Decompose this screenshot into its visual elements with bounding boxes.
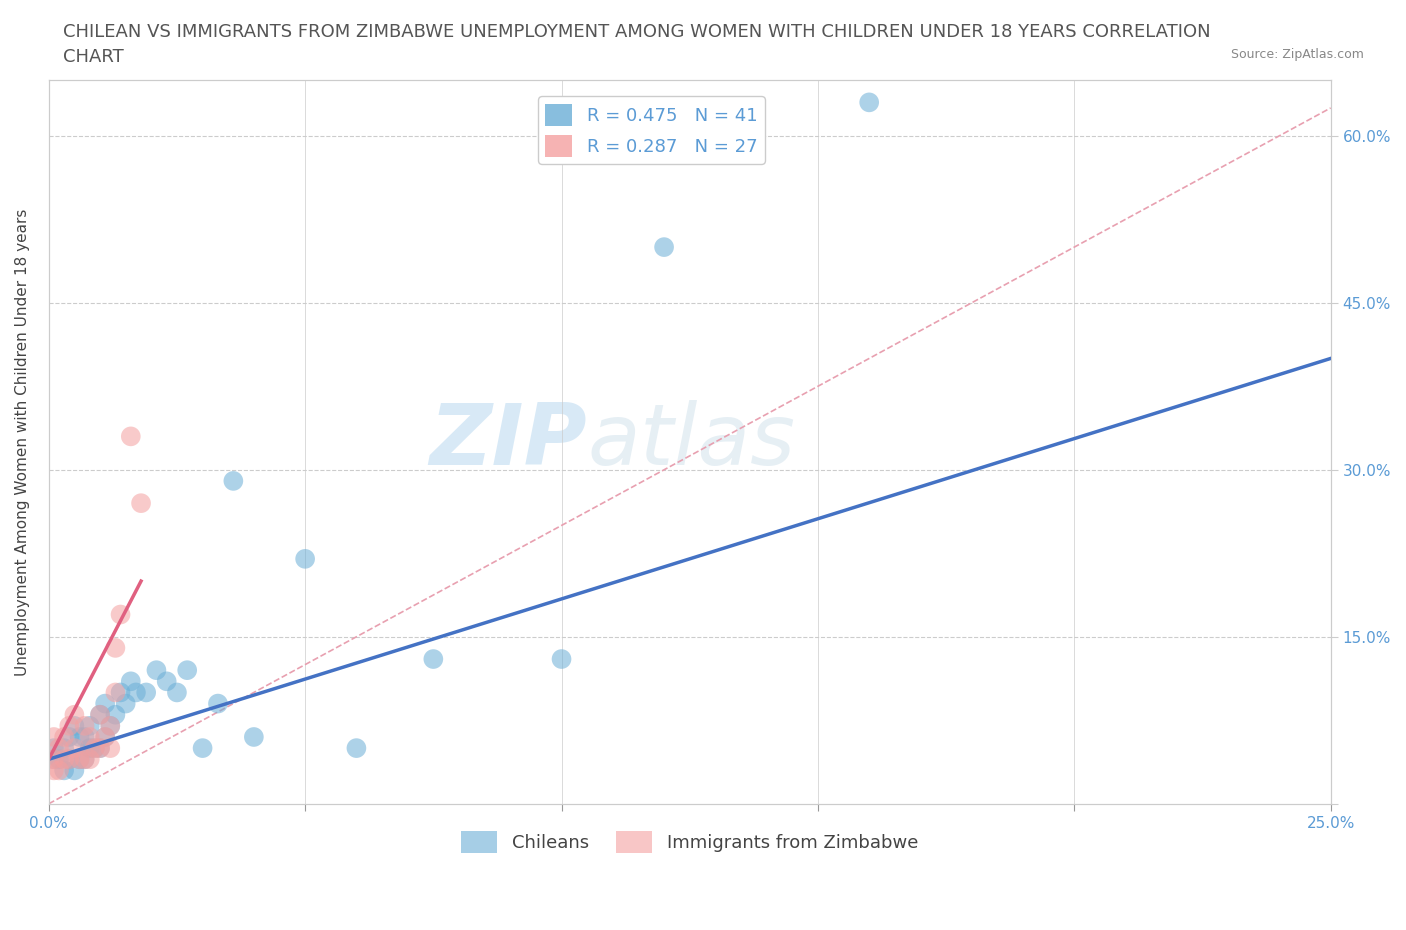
Point — [104, 685, 127, 700]
Point — [58, 751, 80, 766]
Text: CHILEAN VS IMMIGRANTS FROM ZIMBABWE UNEMPLOYMENT AMONG WOMEN WITH CHILDREN UNDER: CHILEAN VS IMMIGRANTS FROM ZIMBABWE UNEM… — [63, 23, 1211, 41]
Point — [222, 473, 245, 488]
Point — [135, 685, 157, 700]
Point — [129, 496, 152, 511]
Point — [79, 718, 101, 733]
Point — [58, 751, 80, 766]
Point — [156, 674, 179, 689]
Point — [94, 729, 117, 744]
Point — [69, 751, 91, 766]
Point — [120, 674, 142, 689]
Point — [110, 685, 132, 700]
Point — [125, 685, 148, 700]
Point — [114, 697, 136, 711]
Point — [42, 763, 65, 777]
Point — [53, 763, 76, 777]
Point — [294, 551, 316, 566]
Point — [89, 740, 111, 755]
Point — [58, 729, 80, 744]
Point — [110, 607, 132, 622]
Point — [79, 751, 101, 766]
Point — [83, 740, 105, 755]
Point — [63, 718, 86, 733]
Point — [79, 740, 101, 755]
Text: ZIP: ZIP — [430, 401, 588, 484]
Point — [73, 751, 96, 766]
Point — [344, 740, 367, 755]
Point — [58, 718, 80, 733]
Point — [145, 663, 167, 678]
Point — [42, 729, 65, 744]
Point — [83, 740, 105, 755]
Point — [48, 763, 70, 777]
Point — [73, 751, 96, 766]
Point — [104, 641, 127, 656]
Point — [120, 429, 142, 444]
Y-axis label: Unemployment Among Women with Children Under 18 years: Unemployment Among Women with Children U… — [15, 208, 30, 675]
Text: Source: ZipAtlas.com: Source: ZipAtlas.com — [1230, 48, 1364, 61]
Point — [69, 729, 91, 744]
Point — [98, 718, 121, 733]
Point — [104, 708, 127, 723]
Point — [550, 652, 572, 667]
Point — [48, 740, 70, 755]
Legend: Chileans, Immigrants from Zimbabwe: Chileans, Immigrants from Zimbabwe — [454, 823, 925, 860]
Point — [63, 708, 86, 723]
Point — [858, 95, 880, 110]
Point — [89, 708, 111, 723]
Point — [94, 697, 117, 711]
Point — [73, 718, 96, 733]
Point — [53, 751, 76, 766]
Point — [53, 729, 76, 744]
Point — [94, 729, 117, 744]
Point — [191, 740, 214, 755]
Point — [73, 729, 96, 744]
Point — [243, 729, 266, 744]
Point — [42, 751, 65, 766]
Point — [79, 729, 101, 744]
Point — [89, 740, 111, 755]
Text: atlas: atlas — [588, 401, 796, 484]
Point — [63, 763, 86, 777]
Point — [42, 740, 65, 755]
Point — [48, 751, 70, 766]
Point — [69, 751, 91, 766]
Point — [89, 708, 111, 723]
Point — [42, 751, 65, 766]
Point — [53, 740, 76, 755]
Point — [98, 718, 121, 733]
Text: CHART: CHART — [63, 48, 124, 66]
Point — [63, 740, 86, 755]
Point — [652, 240, 675, 255]
Point — [98, 740, 121, 755]
Point — [207, 697, 229, 711]
Point — [166, 685, 188, 700]
Point — [176, 663, 198, 678]
Point — [422, 652, 444, 667]
